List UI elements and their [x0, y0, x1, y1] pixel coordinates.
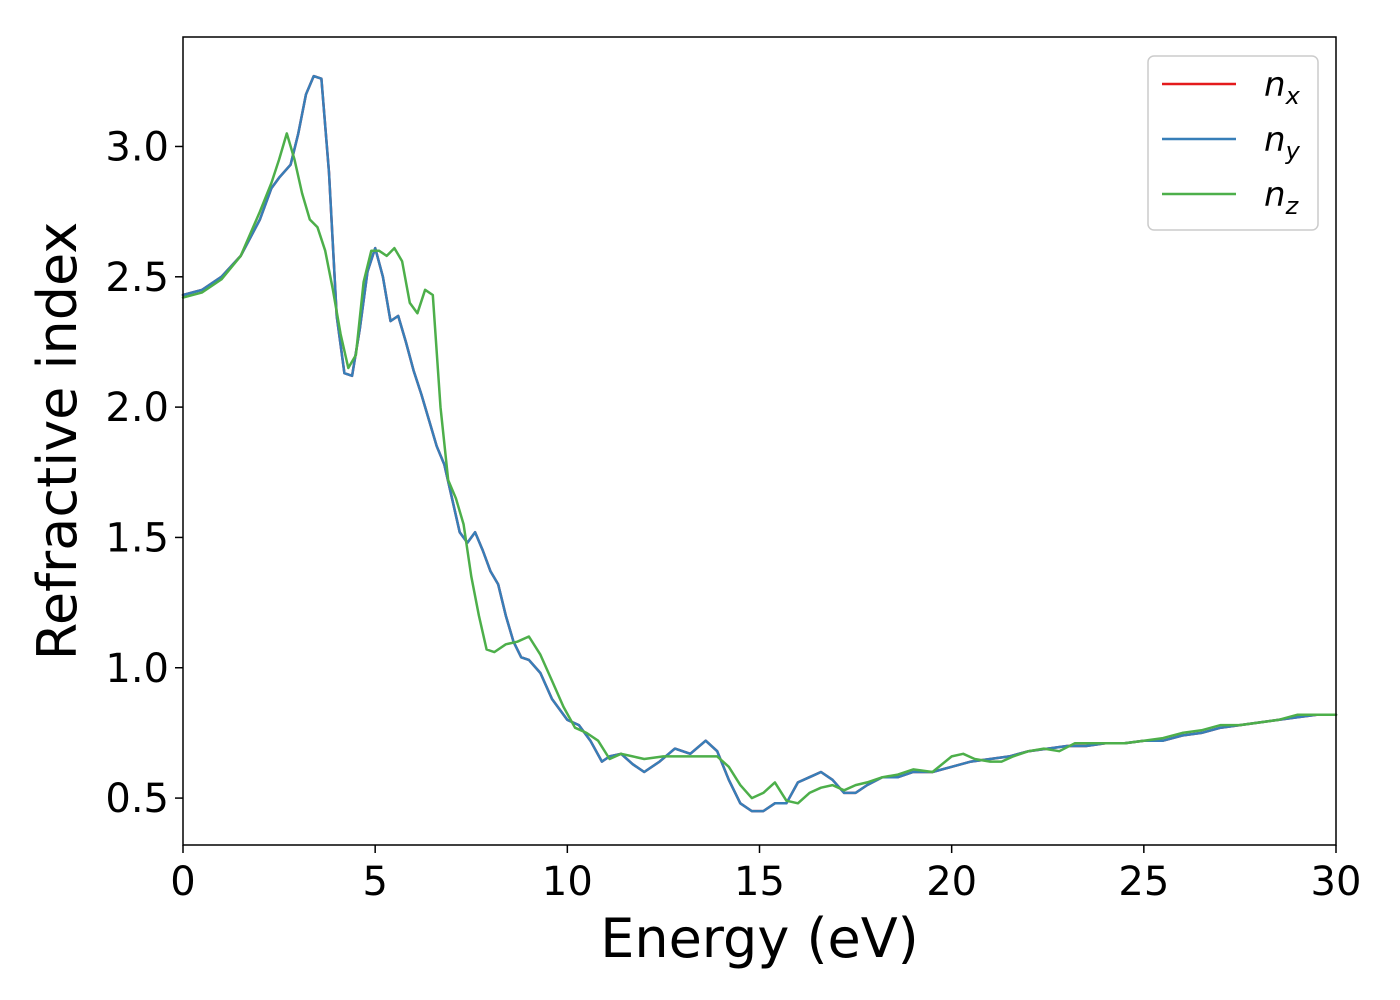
- x-tick-label: 5: [362, 859, 387, 905]
- x-tick-label: 25: [1118, 859, 1169, 905]
- x-tick-label: 30: [1311, 859, 1362, 905]
- y-tick-label: 2.5: [105, 255, 169, 301]
- x-axis-ticks: 0 5 10 15 20 25 30: [170, 845, 1361, 905]
- y-axis-ticks: 0.5 1.0 1.5 2.0 2.5 3.0: [105, 124, 183, 822]
- y-tick-label: 1.5: [105, 515, 169, 561]
- plot-lines: [181, 74, 1338, 813]
- series-line-nz: [181, 132, 1338, 805]
- y-tick-label: 0.5: [105, 776, 169, 822]
- y-tick-label: 1.0: [105, 646, 169, 692]
- x-tick-label: 20: [926, 859, 977, 905]
- x-axis-label: Energy (eV): [600, 907, 919, 970]
- y-tick-label: 2.0: [105, 385, 169, 431]
- x-tick-label: 0: [170, 859, 195, 905]
- x-tick-label: 15: [734, 859, 785, 905]
- x-tick-label: 10: [542, 859, 593, 905]
- legend-box: [1147, 55, 1319, 231]
- y-axis-label: Refractive index: [26, 222, 89, 661]
- y-tick-label: 3.0: [105, 124, 169, 170]
